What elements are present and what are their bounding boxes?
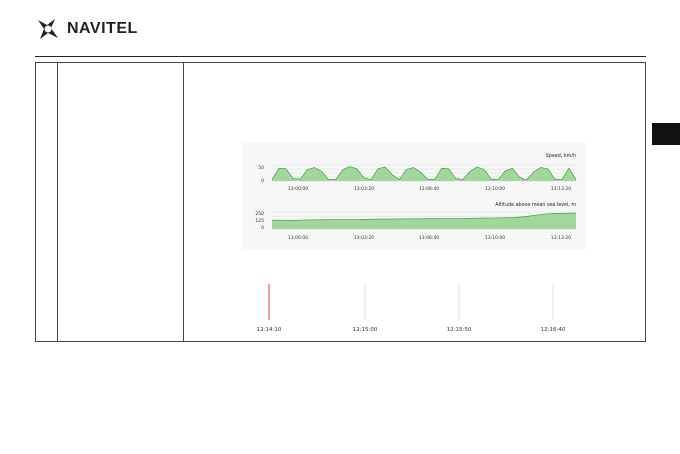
altitude-chart-title: Altitude above mean sea level, m xyxy=(495,202,576,208)
speed-area xyxy=(272,166,576,181)
altitude-line xyxy=(272,212,577,221)
content-table xyxy=(35,62,646,342)
speed-line xyxy=(271,166,577,181)
header-divider xyxy=(35,56,646,57)
speed-chart-title: Speed, km/h xyxy=(546,153,576,159)
altitude-series xyxy=(272,212,577,229)
speed-y-tick: 0 xyxy=(261,178,264,184)
speed-x-tick: 13:03:20 xyxy=(354,186,374,192)
speed-y-tick: 50 xyxy=(258,165,264,171)
timeline-label: 12:15:00 xyxy=(353,327,378,333)
table-column-divider xyxy=(183,63,184,341)
altitude-x-tick: 13:03:20 xyxy=(354,235,374,241)
brand-name: NAVITEL xyxy=(67,20,138,37)
speed-x-tick: 13:10:00 xyxy=(485,186,505,192)
altitude-y-tick: 0 xyxy=(261,225,264,231)
altitude-area xyxy=(272,213,576,229)
video-timeline[interactable]: 12:14:10 12:15:00 12:15:50 12:16:40 xyxy=(245,280,595,340)
speed-x-tick: 13:06:40 xyxy=(419,186,439,192)
page-side-tab xyxy=(652,123,680,145)
speed-series xyxy=(271,166,577,181)
altitude-x-tick: 13:10:00 xyxy=(485,235,505,241)
altitude-x-tick: 13:06:40 xyxy=(419,235,439,241)
timeline-label: 12:14:10 xyxy=(257,327,282,333)
timeline-label: 12:16:40 xyxy=(541,327,566,333)
navitel-hand-icon xyxy=(38,19,58,39)
timeline-label: 12:15:50 xyxy=(447,327,472,333)
track-charts: Speed, km/h 50 0 13:00:00 13:03:20 13:06… xyxy=(255,153,577,241)
timeline-scale: 12:14:10 12:15:00 12:15:50 12:16:40 xyxy=(257,284,566,333)
altitude-y-tick: 250 xyxy=(255,211,264,217)
altitude-x-tick: 13:00:00 xyxy=(288,235,308,241)
track-charts-panel: Speed, km/h 50 0 13:00:00 13:03:20 13:06… xyxy=(242,143,586,249)
speed-x-tick: 13:00:00 xyxy=(288,186,308,192)
header: NAVITEL xyxy=(35,14,138,44)
table-column-divider xyxy=(57,63,58,341)
altitude-y-tick: 125 xyxy=(255,218,264,224)
speed-x-tick: 13:13:20 xyxy=(551,186,571,192)
altitude-x-tick: 13:13:20 xyxy=(551,235,571,241)
